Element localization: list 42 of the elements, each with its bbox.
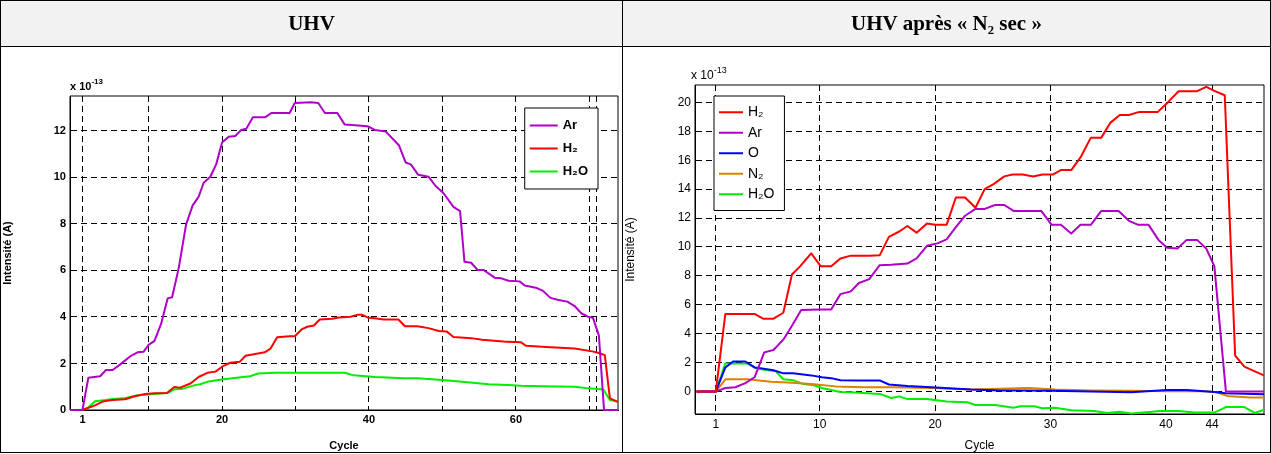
y-tick-label: 8 [684,268,692,283]
y-tick-label: 4 [684,326,692,341]
chart-title: UHV après « N₂ sec » [623,1,1270,47]
legend-label: H₂ [562,140,579,156]
y-tick-label: 4 [59,309,67,322]
legend-label: Ar [562,117,578,133]
legend-label: H₂O [562,163,588,179]
x-tick-label: 30 [1043,416,1058,431]
y-tick-label: 2 [684,354,692,369]
x-tick-label: 60 [509,412,523,425]
x-axis-title: Cycle [329,439,359,452]
x-tick-label: 1 [79,412,86,425]
y-tick-label: 6 [59,263,66,276]
y-tick-label: 14 [677,181,692,196]
x-axis-title: Cycle [964,438,995,453]
y-axis-title: Intensité (A) [622,217,637,282]
x-tick-label: 20 [928,416,943,431]
legend-label: H₂O [748,185,775,202]
y-tick-label: 10 [677,239,692,254]
x-tick-label: 40 [1159,416,1173,431]
chart-title: UHV [1,1,622,47]
x-tick-label: 44 [1205,416,1220,431]
y-tick-label: 16 [677,152,692,167]
legend-label: H₂ [748,103,764,120]
y-tick-label: 20 [677,94,692,109]
y-tick-label: 12 [677,210,692,225]
legend-label: O [748,144,759,161]
y-tick-label: 2 [59,356,66,369]
y-tick-label: 12 [53,123,66,136]
x-tick-label: 40 [362,412,376,425]
x-tick-label: 1 [712,416,720,431]
legend-label: N₂ [748,164,764,181]
y-axis-title: Intensité (A) [0,220,13,285]
legend-label: Ar [748,123,763,140]
x-tick-label: 10 [812,416,827,431]
y-tick-label: 10 [53,170,66,183]
x-tick-label: 20 [215,412,229,425]
y-tick-label: 18 [677,123,692,138]
y-tick-label: 0 [59,403,66,416]
y-tick-label: 8 [59,216,66,229]
y-tick-label: 6 [684,297,692,312]
y-tick-label: 0 [684,383,692,398]
